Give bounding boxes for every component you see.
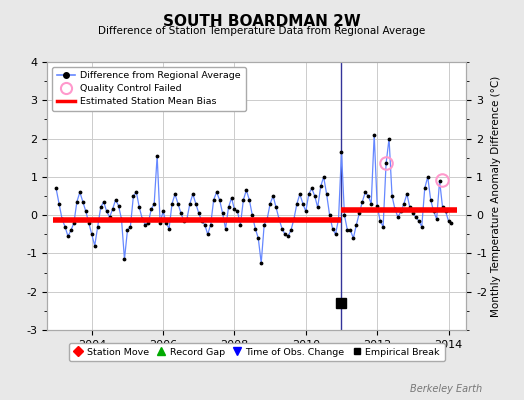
Text: Berkeley Earth: Berkeley Earth [410, 384, 482, 394]
Y-axis label: Monthly Temperature Anomaly Difference (°C): Monthly Temperature Anomaly Difference (… [492, 75, 501, 317]
Text: Difference of Station Temperature Data from Regional Average: Difference of Station Temperature Data f… [99, 26, 425, 36]
Legend: Station Move, Record Gap, Time of Obs. Change, Empirical Break: Station Move, Record Gap, Time of Obs. C… [69, 343, 445, 361]
Legend: Difference from Regional Average, Quality Control Failed, Estimated Station Mean: Difference from Regional Average, Qualit… [52, 67, 246, 111]
Text: SOUTH BOARDMAN 2W: SOUTH BOARDMAN 2W [163, 14, 361, 29]
